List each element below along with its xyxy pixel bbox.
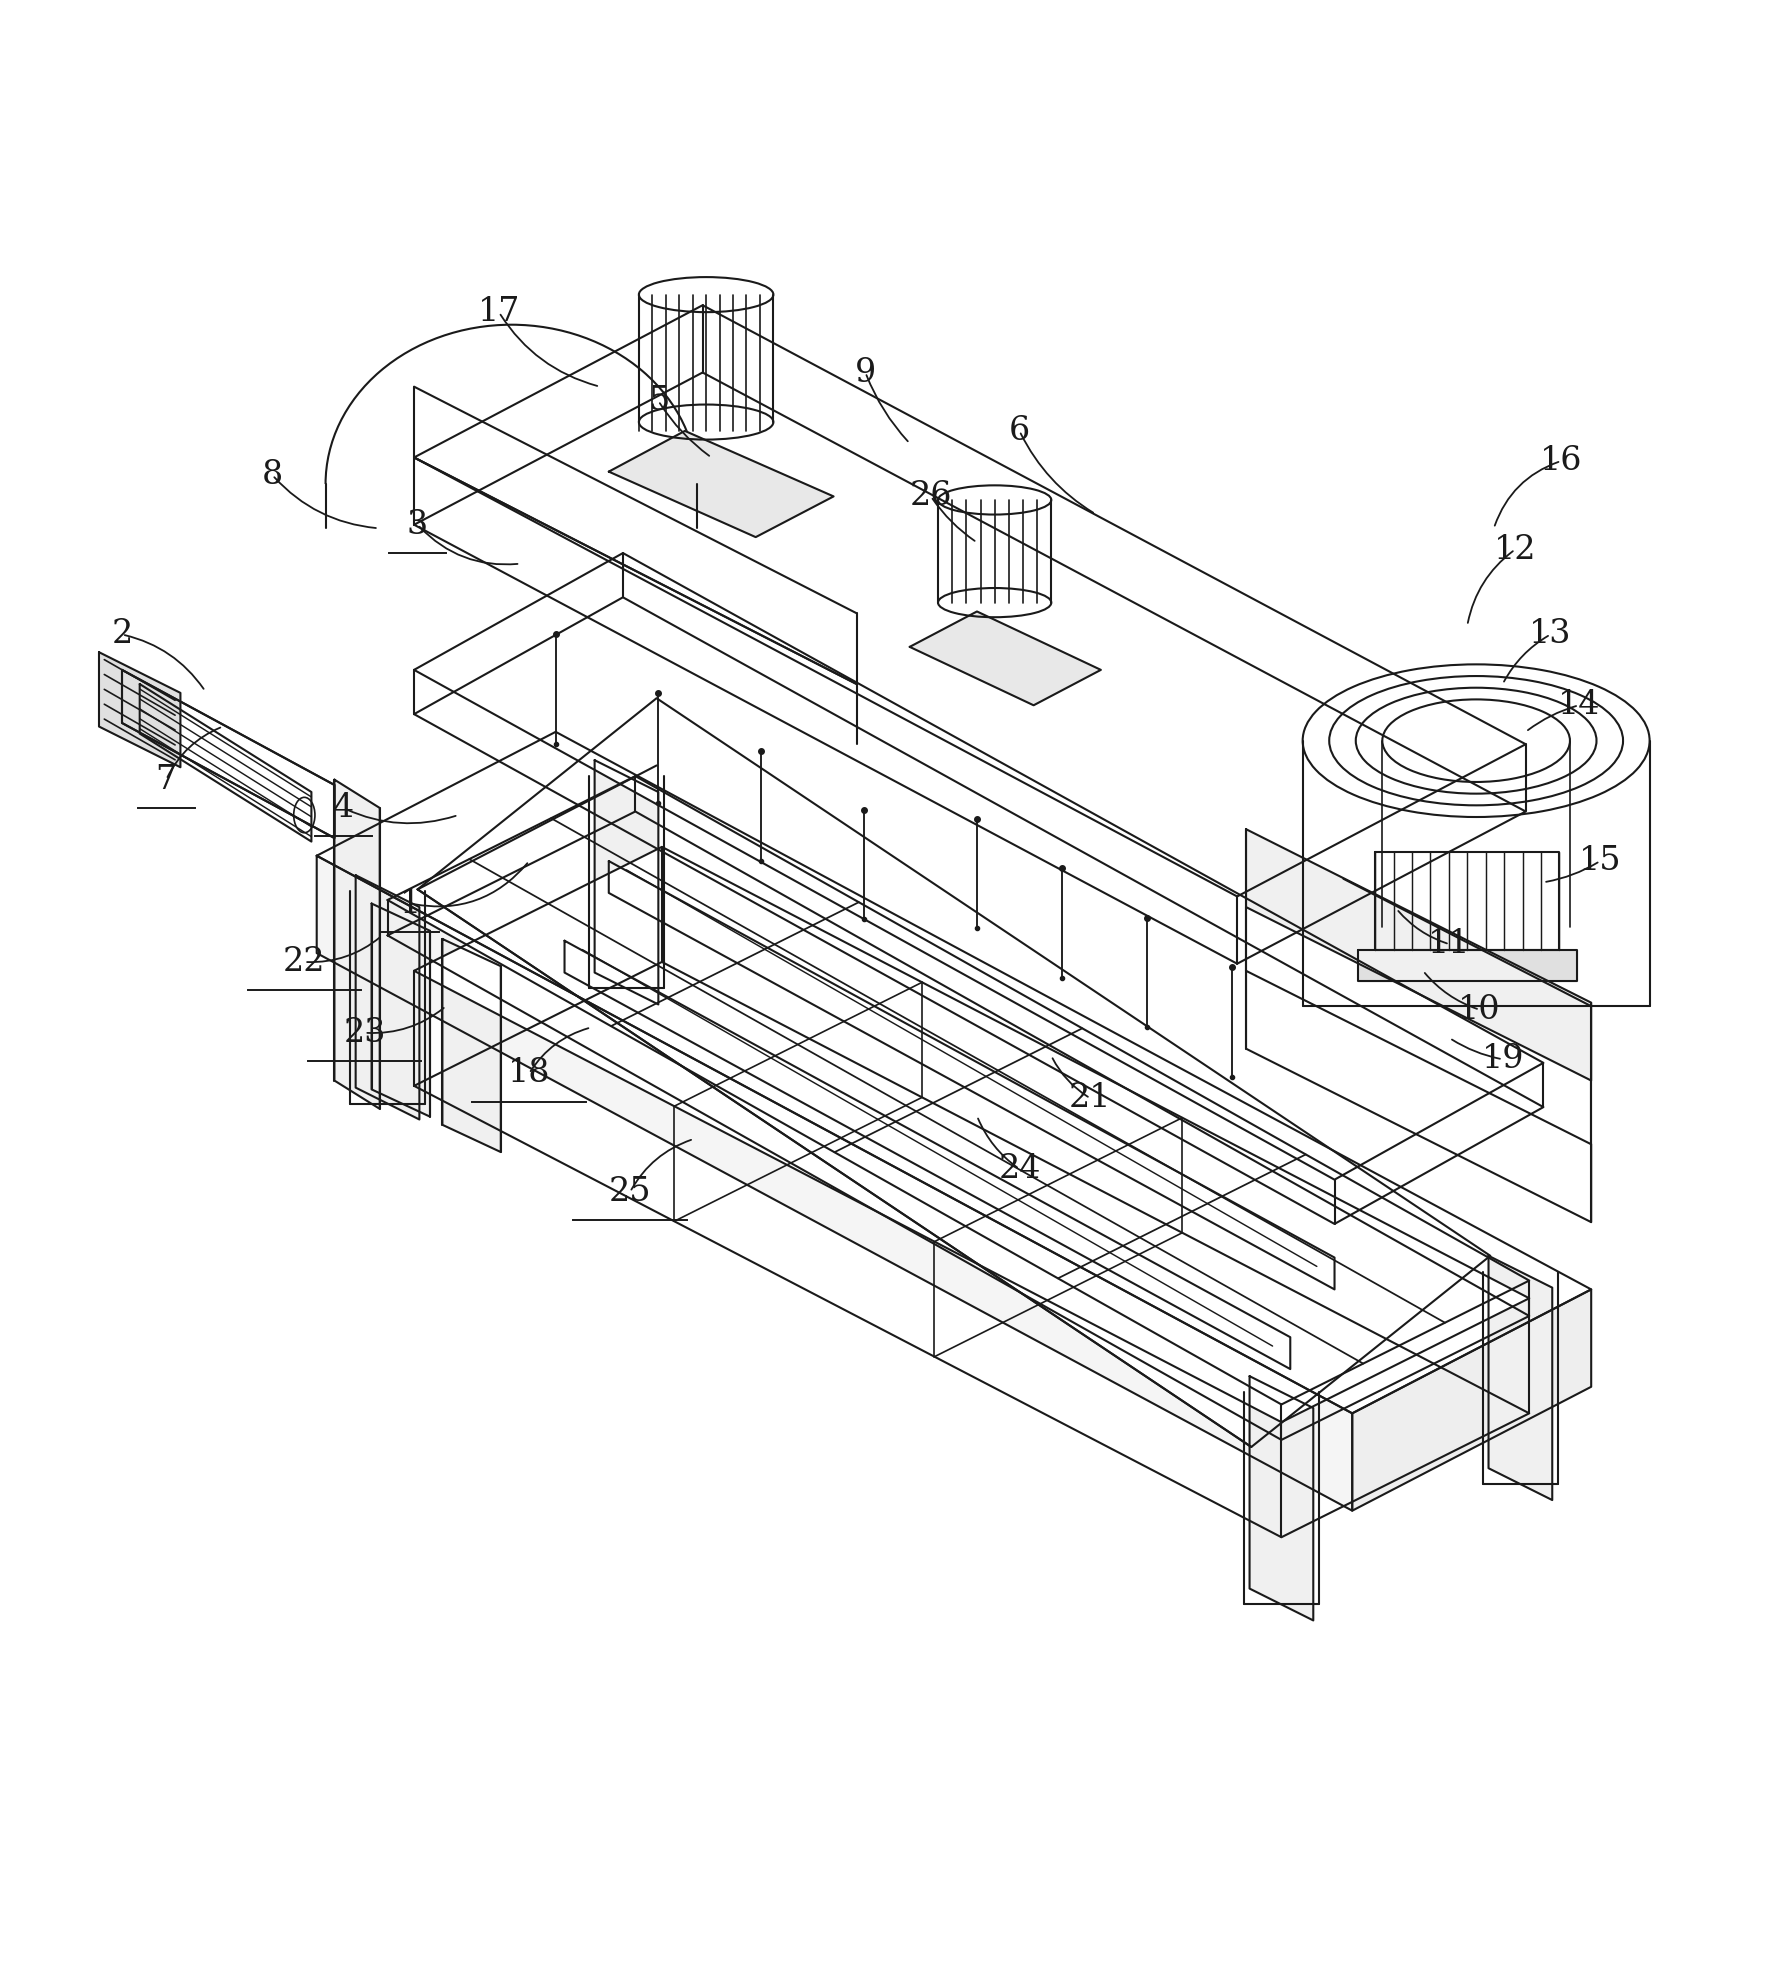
Text: 9: 9	[855, 356, 876, 389]
Text: 19: 19	[1481, 1044, 1524, 1075]
Text: 7: 7	[155, 763, 177, 795]
Polygon shape	[594, 759, 658, 1004]
Polygon shape	[910, 611, 1101, 706]
Polygon shape	[417, 698, 1490, 1447]
Polygon shape	[318, 856, 1352, 1510]
Polygon shape	[387, 777, 1529, 1404]
Polygon shape	[1375, 852, 1559, 949]
Polygon shape	[334, 779, 380, 1109]
Polygon shape	[608, 862, 1334, 1289]
Text: 21: 21	[1069, 1081, 1111, 1115]
Text: 16: 16	[1540, 445, 1582, 476]
Text: 8: 8	[262, 459, 284, 490]
Text: 10: 10	[1458, 994, 1500, 1026]
Ellipse shape	[294, 797, 316, 832]
Polygon shape	[318, 731, 1591, 1414]
Text: 24: 24	[999, 1153, 1040, 1184]
Text: 25: 25	[608, 1176, 651, 1208]
Text: 5: 5	[648, 386, 669, 417]
Text: 1: 1	[400, 888, 421, 919]
Text: 13: 13	[1529, 619, 1572, 650]
Text: 22: 22	[284, 945, 325, 979]
Polygon shape	[1352, 1289, 1591, 1510]
Text: 11: 11	[1429, 929, 1470, 961]
Polygon shape	[1358, 949, 1577, 981]
Polygon shape	[414, 846, 1529, 1421]
Text: 23: 23	[343, 1016, 385, 1048]
Polygon shape	[98, 652, 180, 767]
Text: 18: 18	[508, 1058, 551, 1089]
Text: 2: 2	[111, 619, 132, 650]
Polygon shape	[371, 903, 430, 1117]
Polygon shape	[414, 554, 1543, 1180]
Polygon shape	[564, 941, 1290, 1370]
Text: 3: 3	[407, 508, 428, 542]
Polygon shape	[442, 939, 501, 1153]
Polygon shape	[1249, 1376, 1313, 1621]
Text: 12: 12	[1493, 534, 1536, 565]
Polygon shape	[1245, 828, 1591, 1081]
Text: 15: 15	[1579, 844, 1622, 878]
Text: 26: 26	[910, 480, 953, 512]
Text: 6: 6	[1008, 415, 1029, 447]
Polygon shape	[608, 431, 833, 538]
Polygon shape	[121, 670, 334, 838]
Text: 4: 4	[332, 793, 353, 824]
Polygon shape	[414, 304, 1525, 896]
Polygon shape	[121, 670, 334, 838]
Text: 14: 14	[1557, 690, 1600, 722]
Polygon shape	[355, 876, 419, 1119]
Text: 17: 17	[478, 297, 521, 328]
Polygon shape	[1488, 1255, 1552, 1501]
